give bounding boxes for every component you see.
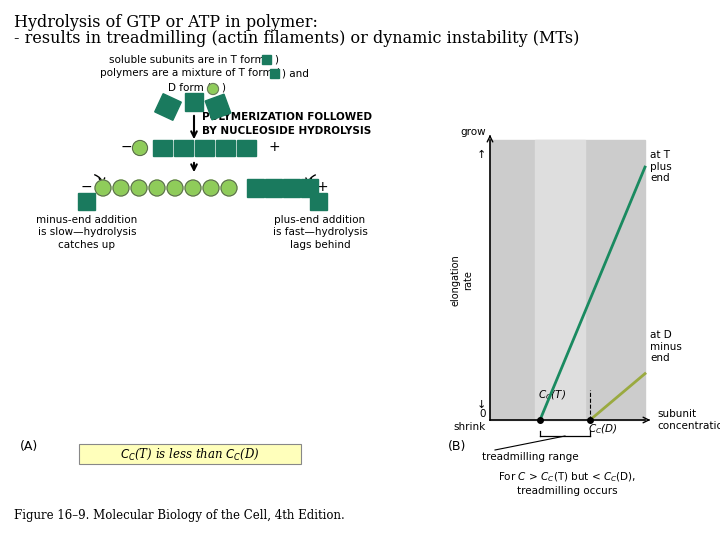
Text: subunit
concentration: subunit concentration [657,409,720,431]
Circle shape [221,180,237,196]
Text: shrink: shrink [454,422,486,432]
Text: elongation
rate: elongation rate [451,254,473,306]
Bar [535,140,585,420]
Circle shape [149,180,165,196]
Text: −: − [81,180,92,194]
Text: POLYMERIZATION FOLLOWED
BY NUCLEOSIDE HYDROLYSIS: POLYMERIZATION FOLLOWED BY NUCLEOSIDE HY… [202,112,372,136]
Circle shape [131,180,147,196]
Circle shape [207,84,218,94]
Bar [247,179,264,197]
Text: (B): (B) [448,440,467,453]
Text: Hydrolysis of GTP or ATP in polymer:: Hydrolysis of GTP or ATP in polymer: [14,14,318,31]
Text: $C_C$(T) is less than $C_C$(D): $C_C$(T) is less than $C_C$(D) [120,447,260,462]
Bar [490,140,645,420]
Bar [216,140,235,156]
Bar [265,179,282,197]
Polygon shape [155,94,181,120]
Text: ): ) [274,54,278,64]
Text: +: + [268,140,279,154]
Bar [174,140,193,156]
FancyBboxPatch shape [79,444,301,464]
Circle shape [113,180,129,196]
Bar [301,179,318,197]
Polygon shape [205,94,231,120]
Text: polymers are a mixture of T form (: polymers are a mixture of T form ( [100,68,280,78]
Circle shape [95,180,111,196]
Text: ↓: ↓ [477,400,486,410]
Text: +: + [316,180,328,194]
Text: For $C$ > $C_C$(T) but < $C_C$(D),
treadmilling occurs: For $C$ > $C_C$(T) but < $C_C$(D), tread… [498,470,636,496]
Text: 0: 0 [480,409,486,419]
Bar [78,193,95,210]
Text: ↑: ↑ [477,150,486,160]
Text: plus-end addition
is fast—hydrolysis
lags behind: plus-end addition is fast—hydrolysis lag… [273,215,367,250]
Text: minus-end addition
is slow—hydrolysis
catches up: minus-end addition is slow—hydrolysis ca… [37,215,138,250]
Text: D form (: D form ( [168,82,212,92]
Circle shape [185,180,201,196]
Text: Figure 16–9. Molecular Biology of the Cell, 4th Edition.: Figure 16–9. Molecular Biology of the Ce… [14,509,345,522]
Circle shape [203,180,219,196]
Text: $C_C$(D): $C_C$(D) [588,422,618,436]
Text: ): ) [221,82,225,92]
Bar [153,140,172,156]
Text: soluble subunits are in T form (: soluble subunits are in T form ( [109,54,271,64]
Text: $C_C$(T): $C_C$(T) [538,388,566,402]
Text: ) and: ) and [282,68,309,78]
Text: - results in treadmilling (actin filaments) or dynamic instability (MTs): - results in treadmilling (actin filamen… [14,30,580,47]
Bar [237,140,256,156]
Text: (A): (A) [20,440,38,453]
Text: at D
minus
end: at D minus end [650,330,682,363]
Bar [283,179,300,197]
Circle shape [167,180,183,196]
Text: −: − [120,140,132,154]
Polygon shape [185,93,203,111]
Bar [195,140,214,156]
Circle shape [132,140,148,156]
Text: at T
plus
end: at T plus end [650,150,672,183]
Bar [270,69,279,78]
Text: grow: grow [460,127,486,137]
Bar [310,193,327,210]
Bar [262,55,271,64]
Text: treadmilling range: treadmilling range [482,452,579,462]
